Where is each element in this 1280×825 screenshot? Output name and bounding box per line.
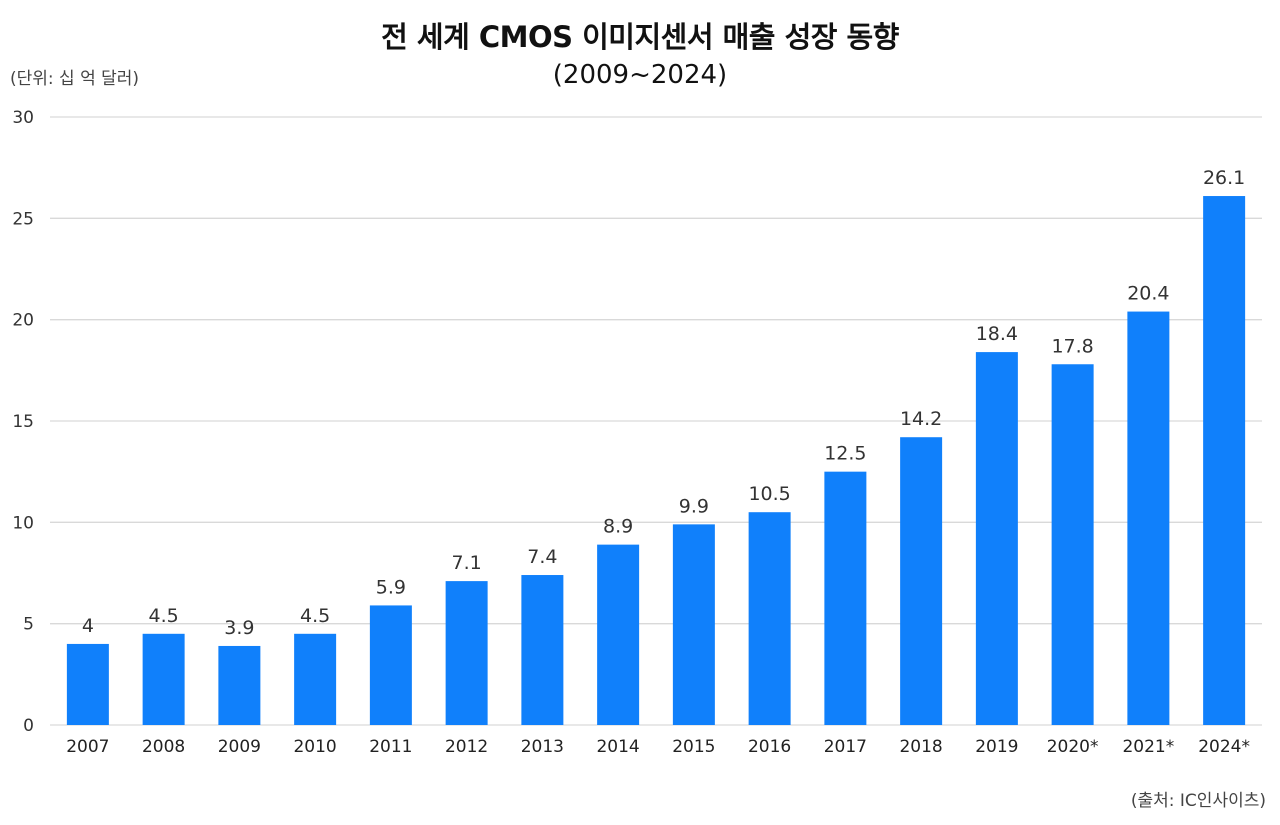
x-tick-label: 2021* (1122, 737, 1174, 757)
data-labels: 4 4.5 3.9 4.5 5.9 7.1 7.4 8.9 9.9 10.5 12.5 14.2 18.… (82, 167, 1245, 639)
data-label: 5.9 (376, 576, 406, 598)
data-label: 26.1 (1203, 167, 1245, 189)
y-tick-label: 0 (23, 716, 34, 736)
data-label: 4 (82, 615, 94, 637)
y-tick-label: 10 (12, 513, 34, 533)
x-tick-label: 2018 (899, 737, 942, 757)
y-tick-label: 15 (12, 412, 34, 432)
data-label: 14.2 (900, 408, 942, 430)
chart-title: 전 세계 CMOS 이미지센서 매출 성장 동향 (381, 20, 899, 54)
bar (975, 352, 1018, 725)
bar (824, 471, 867, 725)
bar (1127, 311, 1170, 725)
y-axis: 0 5 10 15 20 25 30 (12, 108, 34, 736)
y-tick-label: 30 (12, 108, 34, 128)
bar (142, 633, 185, 725)
data-label: 4.5 (149, 605, 179, 627)
x-tick-label: 2024* (1198, 737, 1250, 757)
data-label: 17.8 (1051, 335, 1093, 357)
bar (218, 645, 261, 725)
data-label: 12.5 (824, 443, 866, 465)
x-tick-label: 2011 (369, 737, 412, 757)
y-tick-label: 25 (12, 209, 34, 229)
x-tick-label: 2015 (672, 737, 715, 757)
data-label: 7.4 (527, 546, 557, 568)
bar (66, 643, 109, 725)
x-tick-label: 2010 (293, 737, 336, 757)
bar (1051, 364, 1094, 725)
x-tick-label: 2017 (824, 737, 867, 757)
data-label: 8.9 (603, 516, 633, 538)
data-label: 7.1 (452, 552, 482, 574)
data-label: 20.4 (1127, 283, 1169, 305)
y-tick-label: 5 (23, 615, 34, 635)
source-label: (출처: IC인사이츠) (1130, 791, 1266, 811)
bars (66, 196, 1246, 726)
bar (672, 524, 715, 725)
data-label: 3.9 (224, 617, 254, 639)
x-tick-label: 2007 (66, 737, 109, 757)
x-tick-label: 2008 (142, 737, 185, 757)
x-tick-label: 2013 (521, 737, 564, 757)
x-tick-label: 2014 (596, 737, 639, 757)
data-label: 10.5 (748, 483, 790, 505)
x-tick-label: 2012 (445, 737, 488, 757)
data-label: 18.4 (976, 323, 1018, 345)
x-tick-label: 2020* (1047, 737, 1099, 757)
data-label: 9.9 (679, 495, 709, 517)
y-tick-label: 20 (12, 311, 34, 331)
bar (294, 633, 337, 725)
unit-label: (단위: 십 억 달러) (10, 69, 140, 89)
bar (597, 544, 640, 725)
bar (445, 581, 488, 725)
bar (900, 437, 943, 725)
bar (1203, 196, 1246, 726)
x-axis: 2007 2008 2009 2010 2011 2012 2013 2014 2015 2016… (66, 737, 1250, 757)
bar (521, 575, 564, 725)
chart-subtitle: (2009~2024) (552, 60, 728, 90)
bar (748, 512, 791, 725)
x-tick-label: 2016 (748, 737, 791, 757)
x-tick-label: 2009 (218, 737, 261, 757)
data-label: 4.5 (300, 605, 330, 627)
bar (369, 605, 412, 725)
x-tick-label: 2019 (975, 737, 1018, 757)
